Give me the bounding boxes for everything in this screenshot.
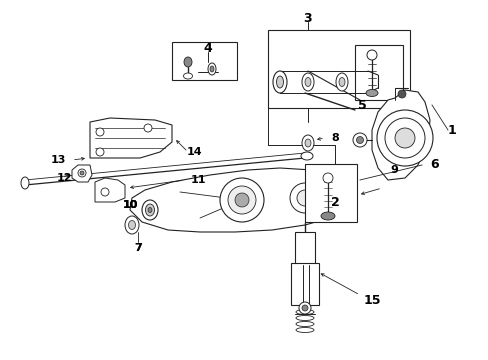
Ellipse shape [148, 207, 152, 212]
Circle shape [80, 171, 84, 175]
Circle shape [356, 136, 363, 144]
Ellipse shape [302, 73, 313, 91]
Ellipse shape [365, 90, 377, 96]
Text: 1: 1 [447, 123, 455, 136]
Text: 14: 14 [187, 147, 203, 157]
Ellipse shape [302, 135, 313, 151]
Bar [267, 30, 409, 108]
Ellipse shape [295, 310, 313, 315]
Text: 12: 12 [57, 173, 72, 183]
Circle shape [302, 305, 307, 311]
Circle shape [235, 193, 248, 207]
Ellipse shape [295, 315, 313, 320]
Circle shape [289, 183, 319, 213]
Ellipse shape [145, 204, 154, 216]
Polygon shape [130, 168, 351, 232]
Ellipse shape [305, 77, 310, 86]
Circle shape [78, 169, 86, 177]
Polygon shape [72, 165, 92, 182]
Circle shape [376, 110, 432, 166]
Text: 7: 7 [134, 243, 142, 253]
Ellipse shape [301, 152, 312, 160]
Ellipse shape [295, 328, 313, 333]
Circle shape [366, 50, 376, 60]
Ellipse shape [183, 73, 192, 79]
Circle shape [397, 90, 405, 98]
Ellipse shape [272, 71, 286, 93]
Ellipse shape [183, 57, 192, 67]
Text: 15: 15 [363, 293, 380, 306]
Ellipse shape [338, 77, 345, 86]
Text: 10: 10 [122, 200, 138, 210]
Circle shape [220, 178, 264, 222]
Ellipse shape [276, 76, 283, 88]
Text: 10: 10 [122, 200, 138, 210]
Circle shape [227, 186, 256, 214]
Ellipse shape [207, 63, 216, 75]
Ellipse shape [142, 200, 158, 220]
Ellipse shape [295, 321, 313, 327]
Ellipse shape [21, 177, 29, 189]
Polygon shape [90, 118, 172, 158]
Circle shape [96, 128, 104, 136]
Circle shape [323, 173, 332, 183]
Text: 11: 11 [190, 175, 205, 185]
Text: 4: 4 [203, 41, 212, 54]
Text: 6: 6 [430, 158, 438, 171]
Text: 5: 5 [357, 99, 366, 112]
Bar [305, 164, 356, 222]
Polygon shape [95, 178, 125, 202]
Circle shape [352, 133, 366, 147]
Circle shape [96, 148, 104, 156]
Circle shape [298, 302, 310, 314]
Ellipse shape [305, 139, 310, 147]
Ellipse shape [320, 212, 334, 220]
Bar [172, 42, 237, 80]
Bar [354, 45, 402, 100]
Text: 10: 10 [122, 200, 138, 210]
Circle shape [384, 118, 424, 158]
Text: 2: 2 [330, 195, 339, 208]
Text: 13: 13 [50, 155, 65, 165]
Text: 7: 7 [134, 243, 142, 253]
Circle shape [296, 190, 312, 206]
Ellipse shape [128, 220, 135, 230]
Ellipse shape [125, 216, 139, 234]
Bar [290, 263, 318, 305]
Text: 8: 8 [330, 133, 338, 143]
Ellipse shape [209, 66, 214, 72]
Bar [294, 232, 314, 265]
Text: 9: 9 [389, 165, 397, 175]
Polygon shape [371, 90, 429, 180]
Circle shape [101, 188, 109, 196]
Circle shape [143, 124, 152, 132]
Ellipse shape [335, 73, 347, 91]
Circle shape [394, 128, 414, 148]
Text: 3: 3 [303, 12, 312, 24]
